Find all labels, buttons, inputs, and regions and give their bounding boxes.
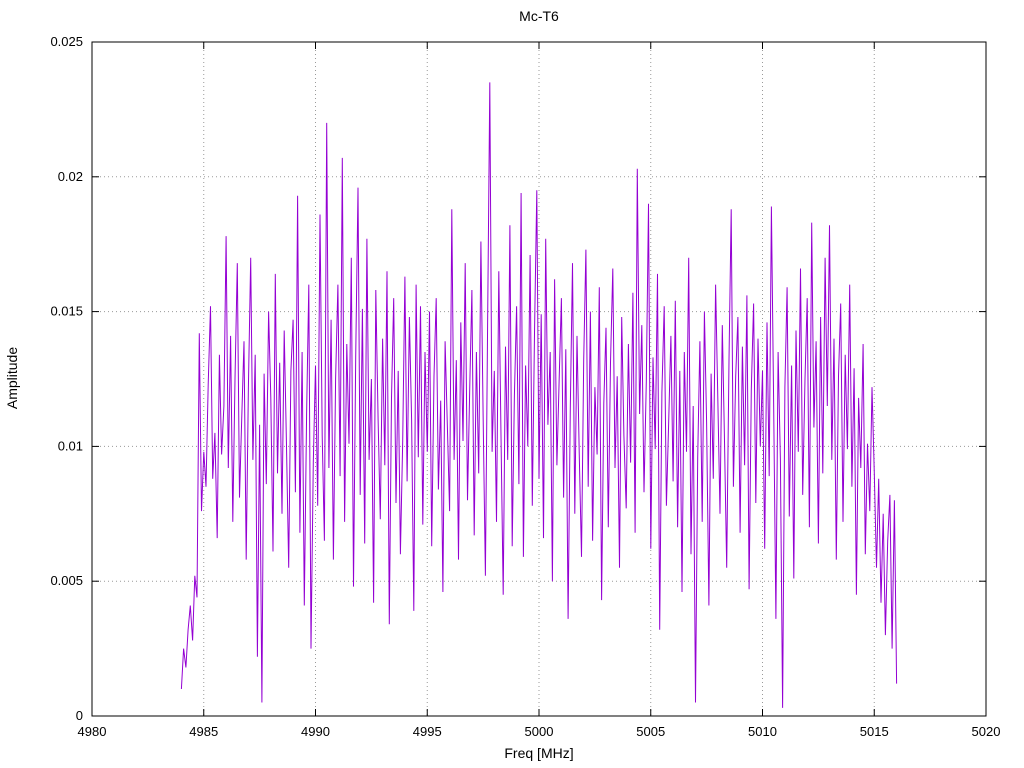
spectrum-line [180,82,898,708]
x-tick-label: 4980 [78,724,107,739]
x-tick-label: 4985 [189,724,218,739]
x-tick-label: 5010 [748,724,777,739]
x-tick-label: 4995 [413,724,442,739]
x-tick-label: 4990 [301,724,330,739]
y-tick-label: 0 [76,708,83,723]
x-tick-label: 5015 [860,724,889,739]
y-tick-label: 0.02 [58,169,83,184]
x-tick-label: 5020 [972,724,1001,739]
chart-title: Mc-T6 [519,8,559,24]
y-tick-label: 0.015 [50,304,83,319]
x-tick-label: 5005 [636,724,665,739]
y-tick-label: 0.025 [50,34,83,49]
y-tick-label: 0.01 [58,438,83,453]
plot-border [91,41,987,717]
x-axis-label: Freq [MHz] [504,745,574,761]
x-tick-label: 5000 [525,724,554,739]
y-axis-label: Amplitude [4,346,20,410]
y-tick-label: 0.005 [50,573,83,588]
